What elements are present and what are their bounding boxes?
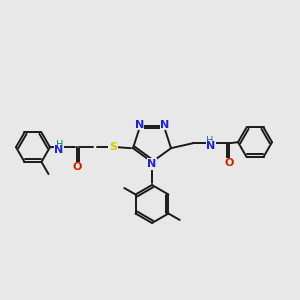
Text: S: S bbox=[109, 142, 117, 152]
Text: H: H bbox=[206, 136, 214, 146]
Text: N: N bbox=[206, 141, 216, 151]
Text: N: N bbox=[54, 145, 64, 155]
Text: N: N bbox=[147, 159, 157, 169]
Text: H: H bbox=[56, 140, 64, 150]
Text: O: O bbox=[224, 158, 234, 168]
Text: N: N bbox=[135, 120, 144, 130]
Text: O: O bbox=[72, 162, 82, 172]
Text: N: N bbox=[160, 120, 170, 130]
